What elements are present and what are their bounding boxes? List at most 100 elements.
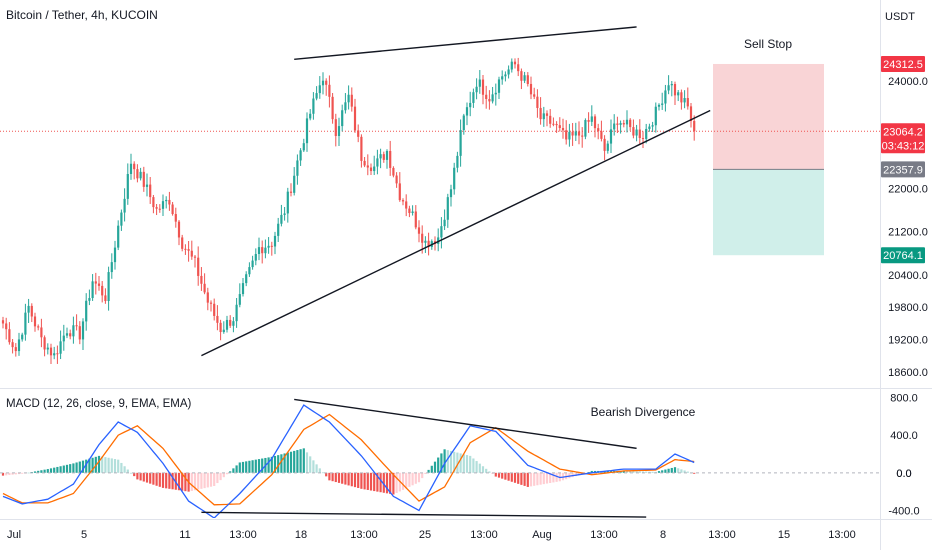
histogram-bar xyxy=(113,459,117,473)
histogram-bar xyxy=(549,472,552,483)
time-tick-label: 13:00 xyxy=(350,529,378,541)
histogram-bar xyxy=(17,472,21,475)
candle-body xyxy=(142,171,145,187)
histogram-bar xyxy=(200,472,203,489)
candle-body xyxy=(414,211,417,228)
candle-body xyxy=(437,237,440,244)
target-price-label: 20764.1 xyxy=(883,250,923,262)
candle-body xyxy=(133,163,136,170)
histogram-bar xyxy=(184,472,187,492)
histogram-bar xyxy=(622,470,625,473)
candle-body xyxy=(168,199,171,205)
histogram-bar xyxy=(197,472,200,490)
histogram-bar xyxy=(625,471,629,473)
histogram-bar xyxy=(261,458,264,473)
candle-body xyxy=(302,143,305,151)
signal-line xyxy=(2,413,695,506)
time-tick-label: 13:00 xyxy=(229,529,257,541)
price-labels: 24312.5 23064.2 03:43:12 22357.9 20764.1 0.0 xyxy=(881,55,925,480)
candle-body xyxy=(385,150,389,160)
histogram-bar xyxy=(347,472,350,486)
macd-zero-label: 0.0 xyxy=(896,468,911,480)
histogram-bar xyxy=(373,472,376,492)
histogram-bar xyxy=(405,472,408,489)
histogram-bar xyxy=(315,464,318,473)
candle-body xyxy=(305,118,309,144)
histogram-bar xyxy=(673,467,677,473)
histogram-bar xyxy=(552,472,555,483)
histogram-bar xyxy=(363,472,366,490)
histogram-bar xyxy=(555,472,558,482)
candle-body xyxy=(261,247,264,254)
histogram-bar xyxy=(238,462,241,473)
histogram-bar xyxy=(353,472,357,488)
stop-price-label: 24312.5 xyxy=(883,59,923,71)
candle-body xyxy=(145,184,149,187)
candle-body xyxy=(88,298,91,301)
candle-body xyxy=(273,235,277,247)
histogram-bar xyxy=(56,466,59,473)
histogram-bar xyxy=(670,467,673,473)
histogram-bar xyxy=(421,472,424,479)
candle-body xyxy=(331,96,334,120)
histogram-bar xyxy=(280,454,283,473)
macd-trendline-upper[interactable] xyxy=(294,398,637,450)
histogram-bar xyxy=(219,472,222,481)
candle-body xyxy=(254,254,257,261)
histogram-bar xyxy=(318,468,321,473)
histogram-bar xyxy=(545,472,549,484)
histogram-bar xyxy=(577,472,581,476)
histogram-bar xyxy=(126,469,129,473)
histogram-bar xyxy=(635,471,638,473)
target-zone xyxy=(713,169,824,256)
histogram-bar xyxy=(65,464,69,473)
histogram-bar xyxy=(497,472,501,478)
candle-body xyxy=(165,199,168,202)
candle-body xyxy=(197,257,200,276)
candle-body xyxy=(190,250,193,257)
histogram-bar xyxy=(81,460,85,473)
macd-trendline-lower[interactable] xyxy=(201,511,647,518)
candle-body xyxy=(424,240,427,243)
candle-body xyxy=(177,221,181,238)
price-trendline-upper[interactable] xyxy=(294,26,637,60)
price-trendline-lower[interactable] xyxy=(201,109,711,357)
histogram-bar xyxy=(510,472,513,482)
histogram-bar xyxy=(469,455,472,473)
histogram-bar xyxy=(213,472,216,486)
price-tick-label: 20400.0 xyxy=(888,270,928,282)
histogram-bar xyxy=(152,472,155,485)
histogram-bar xyxy=(168,472,171,489)
candle-body xyxy=(497,79,501,93)
candle-body xyxy=(75,325,78,327)
histogram-bar xyxy=(325,472,328,477)
histogram-bar xyxy=(475,461,478,473)
candle-body xyxy=(318,85,321,94)
histogram-bar xyxy=(193,472,197,491)
price-tick-label: 21200.0 xyxy=(888,227,928,239)
histogram-bar xyxy=(225,472,229,475)
trendlines xyxy=(201,26,711,518)
candle-body xyxy=(629,119,632,128)
candle-body xyxy=(568,131,571,140)
histogram-bar xyxy=(206,472,209,488)
candle-body xyxy=(417,227,421,234)
candle-body xyxy=(200,275,203,284)
histogram-bar xyxy=(257,459,261,473)
histogram-bar xyxy=(305,452,309,473)
histogram-bar xyxy=(136,472,139,480)
candle-body xyxy=(299,150,302,161)
candle-body xyxy=(475,86,478,93)
chart-title: Bitcoin / Tether, 4h, KUCOIN xyxy=(6,8,158,22)
candle-body xyxy=(8,329,11,343)
histogram-bar xyxy=(158,472,161,487)
macd-indicator-title[interactable]: MACD (12, 26, close, 9, EMA, EMA) xyxy=(6,398,192,410)
candle-body xyxy=(622,123,625,125)
candle-body xyxy=(651,125,654,127)
candle-body xyxy=(37,326,40,328)
histogram-bar xyxy=(59,466,62,473)
histogram-bar xyxy=(629,471,632,473)
candle-body xyxy=(113,247,117,263)
